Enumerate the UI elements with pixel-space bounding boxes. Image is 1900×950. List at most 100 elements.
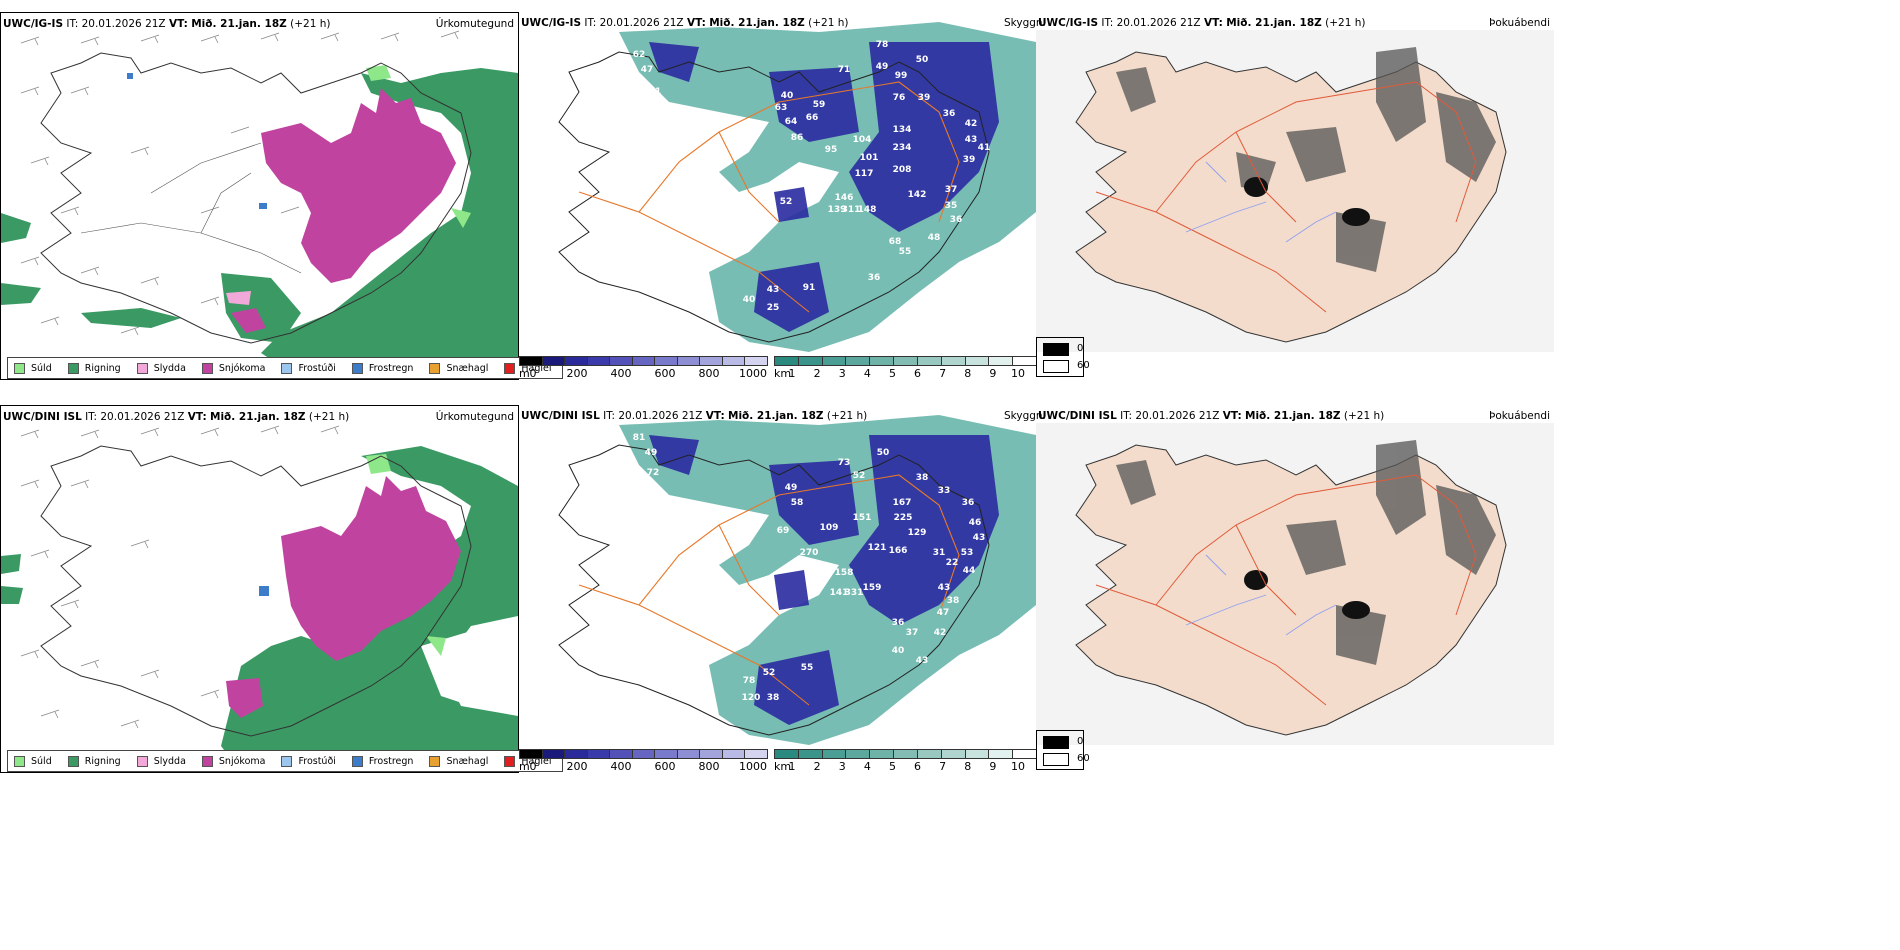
cloud-base-label: 36	[868, 273, 881, 283]
legend-label: Súld	[31, 362, 52, 374]
colorbar-tick: 1000	[739, 760, 767, 773]
panel-header-bottom-visibility: UWC/DINI ISL IT: 20.01.2026 21Z VT: Mið.…	[521, 409, 867, 423]
legend-item-rain: Rigning	[67, 755, 121, 767]
low-cloud-base-area	[649, 435, 999, 725]
freezing-rain-area	[127, 73, 267, 209]
panel-header-top-precip: UWC/IG-IS IT: 20.01.2026 21Z VT: Mið. 21…	[3, 17, 330, 31]
cloud-base-label: 55	[899, 247, 912, 257]
precip-legend-top: Súld Rigning Slydda Snjókoma Frostúði Fr…	[7, 357, 563, 379]
cloud-base-label: 40	[781, 91, 794, 101]
colorbar-segment	[940, 749, 966, 759]
legend-label: Snjókoma	[218, 755, 266, 767]
cloud-base-label: 36	[962, 498, 975, 508]
cloud-base-label: 121	[868, 543, 887, 553]
it-value: 20.01.2026 21Z	[1135, 410, 1220, 422]
cloud-base-label: 47	[937, 608, 950, 618]
colorbar-segment	[893, 356, 918, 366]
cloud-base-label: 49	[785, 483, 798, 493]
precip-title: Úrkomutegund	[435, 18, 514, 30]
legend-label: Slydda	[153, 362, 186, 374]
cloud-base-label: 43	[938, 583, 951, 593]
colorbar-segment	[609, 749, 633, 759]
colorbar-tick: 600	[654, 367, 676, 380]
fog-panel-top: Skyggni UWC/IG-IS IT: 20.01.2026 21Z VT:…	[1004, 12, 1554, 380]
rain-area	[1, 446, 518, 772]
fog-legend-top: 0 60	[1036, 337, 1090, 377]
cloud-base-label: 35	[945, 201, 958, 211]
model-name: UWC/DINI ISL	[3, 411, 82, 423]
precip-panel-bottom: UWC/DINI ISL IT: 20.01.2026 21Z VT: Mið.…	[0, 405, 563, 773]
legend-item-snow-pellets: Snæhagl	[429, 755, 488, 767]
legend-item-hail: Haglél	[504, 362, 552, 374]
colorbar-segment	[609, 356, 633, 366]
cloud-base-label: 33	[938, 486, 951, 496]
visibility-colorbar-top: km 1 2 3 4 5 6 7 8 9 10	[774, 356, 1037, 382]
cloud-base-label: 36	[892, 618, 905, 628]
precip-title: Úrkomutegund	[435, 411, 514, 423]
legend-item-sleet: Slydda	[136, 362, 186, 374]
legend-label: Súld	[31, 755, 52, 767]
colorbar-segment	[988, 749, 1014, 759]
visibility-title: Skyggni	[1004, 410, 1046, 422]
roads	[1095, 474, 1477, 706]
visibility-panel-top: 62 47 61 40 63 64 86 66 59 95 71 49 99 76 39 50 78 36 42 43…	[519, 12, 1037, 382]
it-value: 20.01.2026 21Z	[599, 17, 684, 29]
cloud-base-label: 208	[893, 165, 912, 175]
colorbar-tick: 6	[914, 367, 922, 380]
colorbar-segment	[797, 749, 823, 759]
colorbar-tick: 1	[788, 760, 796, 773]
cloud-base-label: 158	[835, 568, 854, 578]
it-label: IT:	[1101, 17, 1114, 29]
colorbar-tick: 8	[964, 760, 972, 773]
colorbar-segment	[631, 749, 656, 759]
cloud-base-label: 62	[633, 50, 646, 60]
snow-swatch	[201, 362, 213, 374]
colorbar-tick: 7	[939, 367, 947, 380]
fog-legend-low-label: 60	[1077, 360, 1090, 371]
colorbar-tick: 200	[566, 760, 588, 773]
colorbar-tick: 800	[698, 760, 720, 773]
colorbar-segment	[654, 749, 678, 759]
legend-label: Frostúði	[298, 755, 336, 767]
lead-time: (+21 h)	[1343, 410, 1385, 422]
cloud-base-label: 43	[965, 135, 978, 145]
fog-max-areas	[1244, 570, 1370, 619]
it-value: 20.01.2026 21Z	[618, 410, 703, 422]
lead-time: (+21 h)	[290, 18, 331, 30]
colorbar-segment	[541, 356, 566, 366]
visibility-unit: km	[774, 760, 792, 773]
fog-legend-high-label: 0	[1077, 736, 1084, 747]
cloud-base-label: 225	[894, 513, 913, 523]
colorbar-segment	[564, 356, 588, 366]
cloud-base-label: 36	[950, 215, 963, 225]
fog-legend-low-box	[1043, 753, 1069, 766]
colorbar-tick: 4	[863, 760, 871, 773]
iceland-outline	[558, 51, 990, 343]
fog-legend-low-box	[1043, 360, 1069, 373]
cloud-base-label: 43	[973, 533, 986, 543]
cloud-base-label: 37	[906, 628, 919, 638]
legend-item-sleet: Slydda	[136, 755, 186, 767]
it-label: IT:	[85, 411, 98, 423]
cloud-base-label: 43	[916, 656, 929, 666]
cloud-base-label: 139	[828, 205, 847, 215]
cloud-base-label: 42	[934, 628, 947, 638]
drizzle-swatch	[14, 755, 25, 767]
cloud-base-label: 50	[877, 448, 890, 458]
fog-panel-bottom: Skyggni UWC/DINI ISL IT: 20.01.2026 21Z …	[1004, 405, 1554, 773]
cloud-base-label: 52	[763, 668, 776, 678]
legend-label: Frostregn	[368, 755, 414, 767]
cloud-base-label: 134	[893, 125, 912, 135]
legend-label: Rigning	[84, 362, 121, 374]
colorbar-segment	[940, 356, 966, 366]
cloud-base-label: 95	[825, 145, 838, 155]
cloud-base-label: 41	[978, 143, 991, 153]
fog-legend-low-label: 60	[1077, 753, 1090, 764]
rivers	[1185, 554, 1337, 636]
legend-label: Slydda	[153, 755, 186, 767]
legend-item-snow-pellets: Snæhagl	[429, 362, 488, 374]
colorbar-segment	[869, 749, 895, 759]
